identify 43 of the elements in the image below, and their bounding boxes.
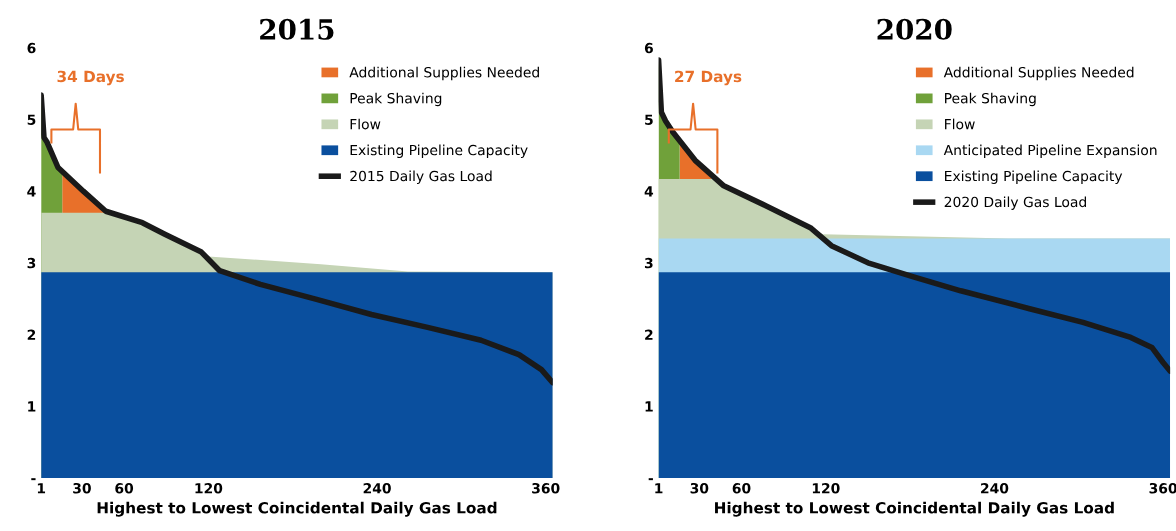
y-tick-label: 3: [644, 257, 653, 269]
legend-label: Peak Shaving: [945, 92, 1036, 107]
annotation: 27 Days: [675, 70, 742, 86]
legend-label: Existing Pipeline Capacity: [350, 144, 528, 159]
y-tick-label: 3: [27, 257, 36, 269]
x-tick-label: 240: [363, 483, 391, 494]
x-tick-label: 120: [812, 483, 840, 494]
legend-label: Existing Pipeline Capacity: [945, 170, 1123, 184]
y-tick-label: 5: [645, 114, 653, 125]
y-tick-label: 1: [645, 401, 653, 412]
y-tick-label: 2: [27, 329, 36, 340]
legend-label: Additional Supplies Needed: [943, 66, 1134, 81]
y-tick-label: -: [31, 478, 36, 481]
y-tick-label: 5: [27, 114, 36, 125]
y-tick-label: 4: [644, 186, 654, 197]
x-tick-label: 1: [37, 483, 46, 494]
chart-title: 2020: [877, 18, 952, 40]
y-tick-label: -: [648, 478, 653, 481]
legend-label: 2015 Daily Gas Load: [350, 170, 492, 184]
legend-label: Additional Supplies Needed: [349, 66, 539, 81]
x-tick-label: 60: [115, 483, 134, 494]
y-tick-label: 1: [28, 401, 36, 412]
x-tick-label: 60: [732, 483, 751, 494]
x-tick-label: 360: [1149, 483, 1176, 494]
x-tick-label: 1: [655, 483, 663, 494]
x-tick-label: 30: [73, 483, 91, 494]
legend-label: 2020 Daily Gas Load: [944, 196, 1086, 210]
x-axis-title: Highest to Lowest Coincidental Daily Gas Load: [97, 501, 497, 517]
x-tick-label: 240: [981, 483, 1009, 494]
legend-label: Peak Shaving: [350, 92, 442, 107]
y-tick-label: 6: [644, 42, 653, 54]
legend-label: Flow: [350, 118, 381, 130]
legend-label: Flow: [945, 118, 975, 130]
legend-label: Anticipated Pipeline Expansion: [943, 144, 1157, 159]
y-tick-label: 6: [27, 42, 36, 54]
annotation: 34 Days: [57, 70, 124, 86]
x-tick-label: 120: [195, 483, 223, 494]
x-axis-title: Highest to Lowest Coincidental Daily Gas Load: [715, 501, 1114, 517]
x-tick-label: 360: [532, 483, 560, 494]
chart-title: 2015: [260, 18, 334, 40]
x-tick-label: 30: [690, 483, 709, 494]
y-tick-label: 2: [645, 329, 653, 340]
y-tick-label: 4: [27, 186, 36, 197]
